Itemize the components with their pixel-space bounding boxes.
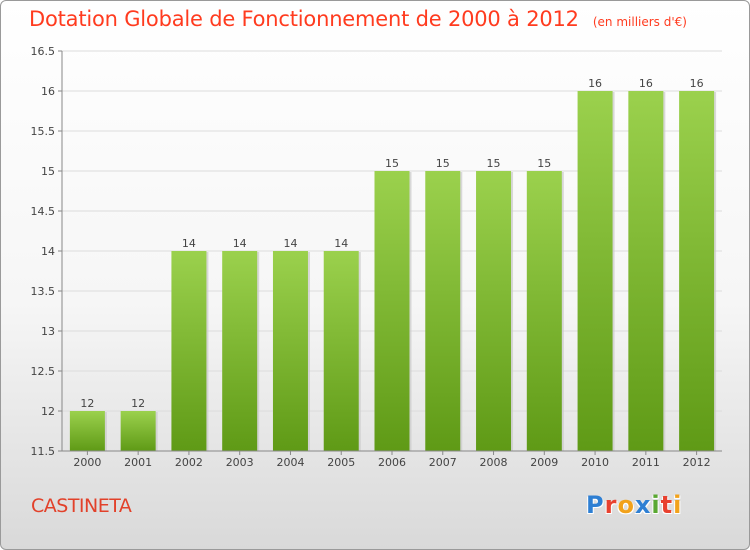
y-tick-label: 13: [41, 325, 55, 338]
data-label: 16: [639, 77, 653, 90]
x-tick-label: 2012: [683, 456, 711, 469]
x-tick-label: 2003: [226, 456, 254, 469]
data-label: 14: [334, 237, 348, 250]
bar: [628, 91, 664, 451]
bar: [526, 171, 562, 451]
bar: [425, 171, 461, 451]
bar: [120, 411, 156, 451]
chart-title-block: Dotation Globale de Fonctionnement de 20…: [29, 7, 687, 31]
x-tick-label: 2011: [632, 456, 660, 469]
x-tick-label: 2009: [530, 456, 558, 469]
x-tick-label: 2006: [378, 456, 406, 469]
logo-letter: o: [617, 491, 635, 519]
bar: [679, 91, 715, 451]
y-tick-label: 16.5: [31, 45, 56, 58]
bar: [323, 251, 359, 451]
data-label: 16: [588, 77, 602, 90]
commune-name: CASTINETA: [31, 495, 132, 517]
logo-letter: P: [586, 491, 605, 519]
y-tick-label: 14.5: [31, 205, 56, 218]
data-label: 14: [182, 237, 196, 250]
data-label: 12: [80, 397, 94, 410]
y-tick-label: 13.5: [31, 285, 56, 298]
bar: [577, 91, 613, 451]
bar: [272, 251, 308, 451]
data-label: 15: [436, 157, 450, 170]
data-label: 14: [283, 237, 297, 250]
logo-letter: r: [604, 491, 618, 519]
data-label: 15: [487, 157, 501, 170]
x-tick-label: 2008: [480, 456, 508, 469]
logo-letter: t: [660, 491, 674, 519]
bar: [171, 251, 207, 451]
y-tick-label: 12.5: [31, 365, 56, 378]
y-tick-label: 15.5: [31, 125, 56, 138]
chart-title: Dotation Globale de Fonctionnement de 20…: [29, 7, 579, 31]
y-tick-label: 11.5: [31, 445, 56, 458]
x-tick-label: 2000: [73, 456, 101, 469]
bar: [374, 171, 410, 451]
bar: [222, 251, 258, 451]
y-tick-label: 15: [41, 165, 55, 178]
y-tick-label: 12: [41, 405, 55, 418]
chart-unit: (en milliers d'€): [592, 15, 687, 29]
y-tick-label: 16: [41, 85, 55, 98]
logo-letter: x: [634, 491, 652, 519]
x-tick-label: 2004: [276, 456, 304, 469]
x-tick-label: 2010: [581, 456, 609, 469]
data-label: 12: [131, 397, 145, 410]
x-tick-label: 2005: [327, 456, 355, 469]
x-tick-label: 2002: [175, 456, 203, 469]
data-label: 16: [690, 77, 704, 90]
x-tick-label: 2007: [429, 456, 457, 469]
logo-letter: i: [651, 491, 661, 519]
data-label: 15: [385, 157, 399, 170]
bar: [476, 171, 512, 451]
data-label: 15: [537, 157, 551, 170]
x-tick-label: 2001: [124, 456, 152, 469]
proxiti-logo[interactable]: Proxiti: [586, 491, 682, 519]
logo-letter: i: [673, 491, 683, 519]
bar: [69, 411, 105, 451]
data-label: 14: [233, 237, 247, 250]
y-tick-label: 14: [41, 245, 55, 258]
